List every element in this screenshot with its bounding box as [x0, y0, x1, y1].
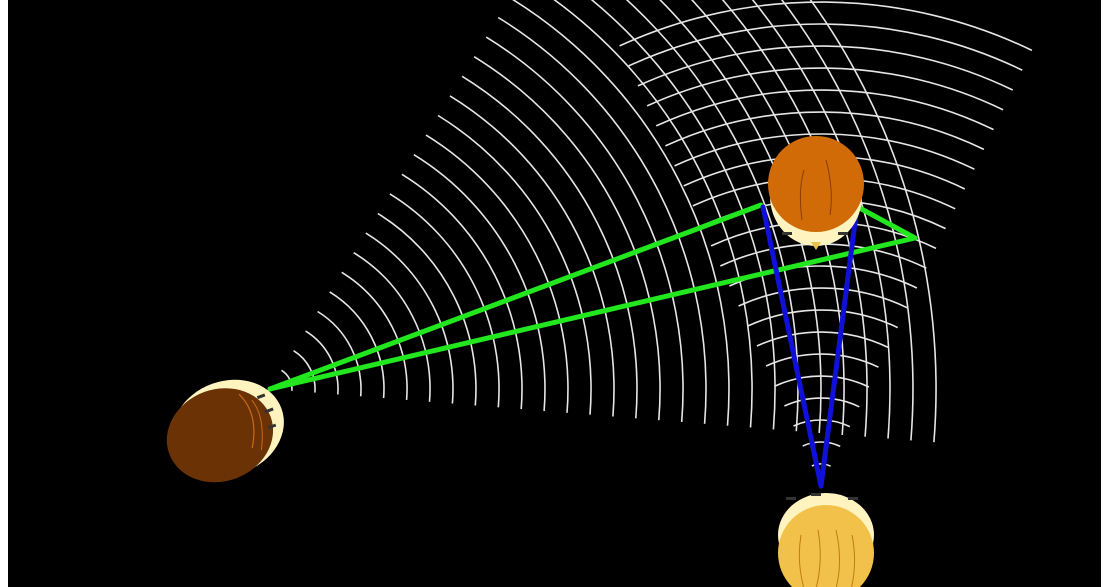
wave-arc: [473, 56, 661, 421]
green-sight-lines: [267, 202, 918, 392]
wave-arc: [719, 243, 927, 269]
blue-line-right: [818, 204, 860, 489]
wave-arc: [665, 111, 985, 151]
wave-arc: [690, 0, 845, 435]
wave-arc: [401, 173, 523, 410]
wave-arc: [619, 1, 1033, 52]
wave-arc: [461, 75, 638, 419]
wave-arc: [341, 271, 408, 400]
wave-arc: [674, 133, 975, 170]
wave-arc: [655, 89, 994, 131]
head-top-view-icon: [166, 379, 284, 483]
wave-arc: [628, 23, 1023, 71]
wave-arc: [751, 0, 891, 439]
wave-arc: [485, 36, 684, 423]
wave-arc: [809, 0, 937, 443]
wave-arc: [780, 0, 914, 441]
wave-arc: [747, 309, 899, 329]
wave-arc: [413, 154, 546, 412]
wave-arc: [590, 0, 776, 430]
wave-arc: [353, 252, 431, 402]
wave-arc: [293, 350, 316, 393]
wave-arc: [756, 331, 889, 349]
wave-arc: [329, 291, 385, 399]
diagram-stage: [8, 0, 1101, 587]
wave-arc: [389, 193, 500, 408]
wave-arc: [721, 0, 868, 437]
wave-arc: [802, 441, 841, 448]
scene-svg: [166, 0, 1033, 587]
blue-line-left: [760, 204, 824, 489]
wave-arc: [377, 212, 477, 406]
wave-arc: [365, 232, 454, 404]
head-top-view-icon: [778, 493, 874, 587]
wave-arc: [425, 134, 569, 413]
green-line-upper: [267, 202, 764, 392]
wave-arc: [765, 353, 879, 368]
wave-arc: [437, 114, 592, 415]
wave-arc: [625, 0, 799, 432]
wave-arc: [637, 45, 1014, 91]
wave-arc: [553, 0, 753, 428]
wave-arc: [784, 397, 860, 408]
wave-arc: [497, 16, 707, 424]
wave-arc: [512, 0, 730, 426]
wave-arc: [305, 330, 339, 395]
wave-arc: [317, 310, 362, 397]
head-top-view-icon: [768, 136, 864, 250]
wave-arc: [793, 419, 851, 428]
wave-arc: [449, 95, 615, 417]
green-line-lower: [267, 203, 918, 392]
wave-arc: [646, 67, 1004, 111]
blue-sight-lines: [760, 204, 860, 489]
wave-arc: [811, 463, 831, 467]
wave-arc: [738, 287, 908, 309]
wave-arc: [774, 375, 870, 388]
